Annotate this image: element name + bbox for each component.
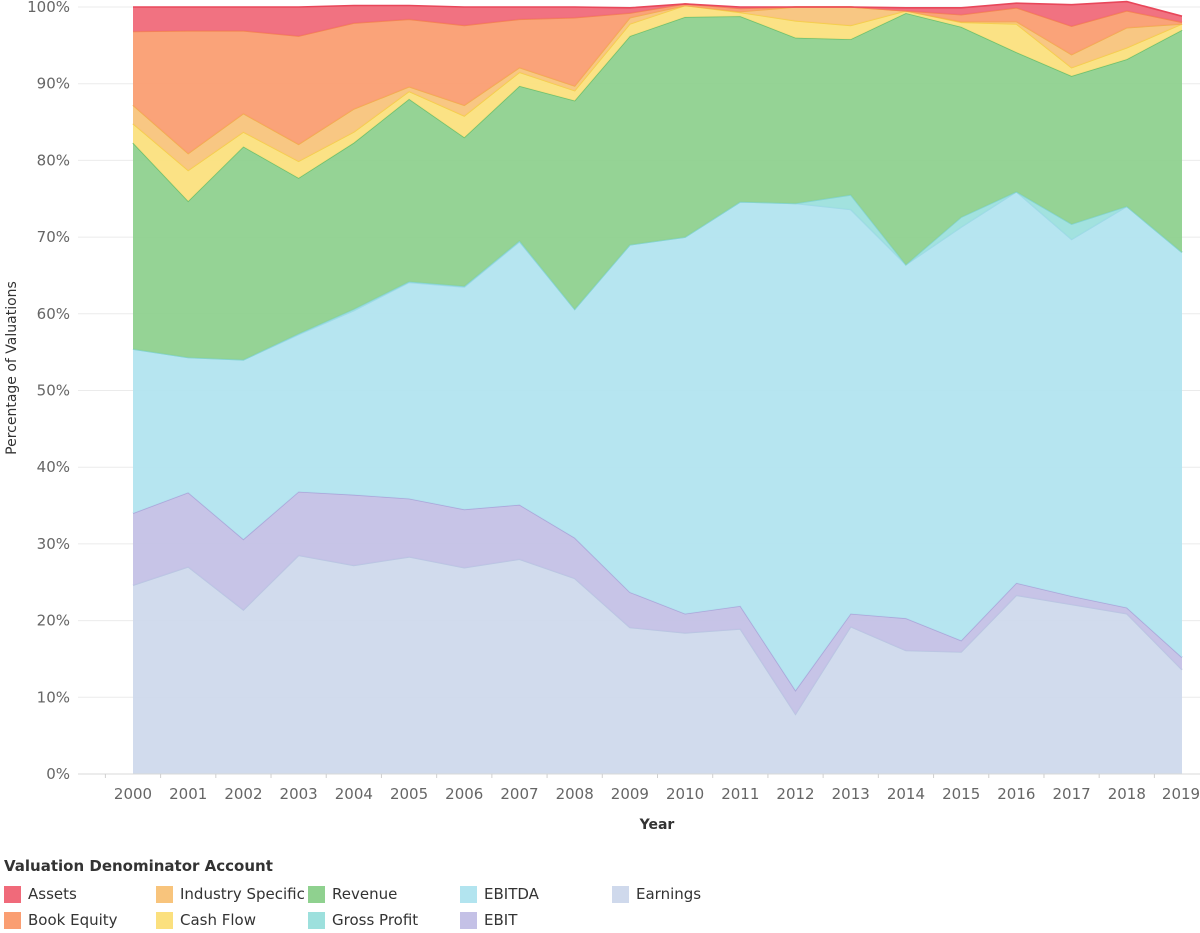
x-tick-label: 2011 xyxy=(721,785,759,803)
legend-label: Book Equity xyxy=(28,911,118,929)
x-tick-label: 2019 xyxy=(1162,785,1200,803)
x-tick-label: 2007 xyxy=(500,785,538,803)
y-tick-label: 70% xyxy=(37,228,70,246)
y-tick-label: 60% xyxy=(37,305,70,323)
legend-label: EBIT xyxy=(484,911,518,929)
y-axis-title: Percentage of Valuations xyxy=(4,281,20,455)
area-book-equity xyxy=(133,3,1182,154)
y-tick-label: 30% xyxy=(37,535,70,553)
x-tick-label: 2006 xyxy=(445,785,483,803)
legend-item-revenue: Revenue xyxy=(308,881,460,907)
legend-label: EBITDA xyxy=(484,885,539,903)
legend-swatch xyxy=(156,885,173,903)
x-tick-label: 2013 xyxy=(832,785,870,803)
legend-label: Earnings xyxy=(636,885,702,903)
legend-label: Gross Profit xyxy=(332,911,419,929)
x-tick-label: 2001 xyxy=(169,785,207,803)
x-tick-label: 2016 xyxy=(997,785,1035,803)
x-tick-label: 2005 xyxy=(390,785,428,803)
x-tick-label: 2017 xyxy=(1052,785,1090,803)
x-tick-label: 2015 xyxy=(942,785,980,803)
y-tick-label: 80% xyxy=(37,151,70,169)
x-tick-label: 2010 xyxy=(666,785,704,803)
legend-label: Cash Flow xyxy=(180,911,256,929)
x-tick-label: 2009 xyxy=(611,785,649,803)
legend-item-cash-flow: Cash Flow xyxy=(156,907,308,933)
x-axis-title: Year xyxy=(639,817,675,833)
x-tick-label: 2014 xyxy=(887,785,925,803)
y-tick-label: 100% xyxy=(27,0,70,16)
x-tick-label: 2000 xyxy=(114,785,152,803)
line-assets xyxy=(133,0,1183,17)
x-tick-label: 2012 xyxy=(776,785,814,803)
legend-item-earnings: Earnings xyxy=(612,881,764,907)
area-series-layer xyxy=(132,0,1183,774)
y-tick-label: 90% xyxy=(37,75,70,93)
legend-items: Assets Book Equity Industry Specific Cash F… xyxy=(4,881,764,933)
legend-swatch xyxy=(308,911,325,929)
x-tick-label: 2018 xyxy=(1108,785,1146,803)
y-tick-label: 10% xyxy=(37,688,70,706)
legend-item-gross-profit: Gross Profit xyxy=(308,907,460,933)
legend-item-book-equity: Book Equity xyxy=(4,907,156,933)
area-earnings xyxy=(133,555,1182,774)
area-ebitda xyxy=(133,191,1182,691)
legend-label: Industry Specific xyxy=(180,885,305,903)
legend-swatch xyxy=(460,885,477,903)
legend-item-assets: Assets xyxy=(4,881,156,907)
y-tick-label: 40% xyxy=(37,458,70,476)
legend: Valuation Denominator Account Assets Book… xyxy=(4,857,764,933)
legend-swatch xyxy=(156,911,173,929)
legend-item-industry-specific: Industry Specific xyxy=(156,881,308,907)
legend-swatch xyxy=(308,885,325,903)
y-tick-label: 0% xyxy=(46,765,70,783)
x-tick-label: 2002 xyxy=(224,785,262,803)
x-tick-label: 2008 xyxy=(556,785,594,803)
legend-swatch xyxy=(4,885,21,903)
x-tick-label: 2004 xyxy=(335,785,373,803)
axes: 0% 10% 20% 30% 40% 50% 60% 70% 80% 90% 100% 2000 200… xyxy=(27,0,1200,803)
legend-item-ebit: EBIT xyxy=(460,907,612,933)
y-tick-label: 50% xyxy=(37,382,70,400)
legend-swatch xyxy=(612,885,629,903)
area-assets xyxy=(133,1,1182,37)
legend-label: Revenue xyxy=(332,885,398,903)
legend-swatch xyxy=(460,911,477,929)
legend-item-ebitda: EBITDA xyxy=(460,881,612,907)
area-revenue xyxy=(133,13,1182,360)
legend-title: Valuation Denominator Account xyxy=(4,857,273,875)
legend-swatch xyxy=(4,911,21,929)
legend-label: Assets xyxy=(28,885,77,903)
x-tick-label: 2003 xyxy=(280,785,318,803)
y-tick-label: 20% xyxy=(37,612,70,630)
